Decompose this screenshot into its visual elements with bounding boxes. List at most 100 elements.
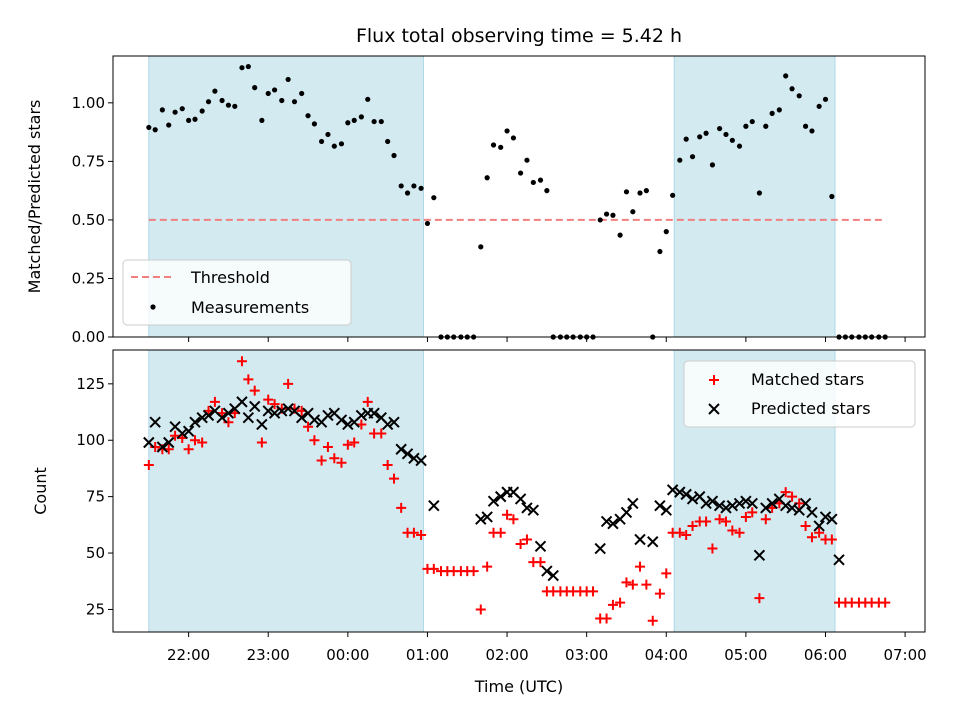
data-point — [197, 437, 208, 448]
data-point — [726, 499, 739, 512]
data-point — [736, 143, 743, 149]
data-point — [182, 425, 195, 437]
data-point — [661, 568, 672, 579]
data-point — [789, 86, 795, 92]
data-point — [338, 141, 345, 147]
data-point — [418, 185, 424, 191]
data-point — [677, 157, 683, 163]
data-point — [799, 497, 812, 510]
data-point — [502, 509, 513, 520]
data-point — [544, 188, 550, 194]
data-point — [634, 533, 646, 546]
data-point — [686, 493, 699, 505]
data-point — [521, 534, 532, 545]
data-point — [597, 217, 603, 223]
data-point — [209, 396, 220, 407]
data-point — [776, 107, 782, 113]
data-point — [322, 409, 334, 422]
data-point — [243, 374, 254, 385]
data-point — [263, 394, 274, 405]
plot-frame — [112, 55, 926, 338]
data-point — [202, 409, 215, 422]
data-point — [647, 536, 659, 548]
legend-matched-swatch — [709, 375, 719, 385]
data-point — [189, 435, 200, 446]
data-point — [780, 487, 791, 498]
data-point — [159, 107, 165, 113]
x-tick-label: 22:00 — [167, 646, 210, 664]
data-point — [388, 416, 400, 428]
x-axis-label: Time (UTC) — [474, 677, 563, 696]
data-point — [256, 418, 268, 431]
legend-measurements-label: Measurements — [191, 298, 309, 317]
data-point — [806, 532, 817, 543]
data-point — [635, 561, 646, 572]
data-point — [617, 232, 623, 238]
data-point — [398, 183, 404, 189]
data-point — [534, 540, 547, 552]
data-point — [156, 441, 169, 453]
data-point — [282, 402, 294, 415]
data-point — [654, 499, 666, 512]
data-point — [720, 516, 731, 527]
data-point — [216, 411, 228, 424]
legend-box — [683, 360, 916, 428]
data-point — [146, 124, 152, 131]
data-point — [800, 520, 811, 531]
y-tick-label: 25 — [86, 600, 105, 618]
data-point — [172, 109, 178, 115]
chart-title: Flux total observing time = 5.42 h — [356, 25, 682, 47]
data-point — [740, 495, 752, 507]
y-tick-label: 0.75 — [72, 152, 105, 170]
data-point — [152, 127, 158, 133]
data-point — [482, 561, 493, 572]
data-point — [717, 125, 723, 132]
data-point — [351, 117, 357, 123]
data-point — [600, 515, 613, 528]
data-point — [627, 497, 639, 510]
data-point — [806, 506, 818, 519]
x-tick-label: 03:00 — [565, 646, 608, 664]
data-point — [700, 497, 712, 510]
data-point — [610, 212, 616, 218]
data-point — [787, 491, 798, 502]
data-point — [279, 97, 285, 104]
data-point — [657, 248, 663, 255]
data-point — [272, 87, 278, 93]
data-point — [368, 407, 380, 419]
data-point — [727, 525, 738, 536]
data-point — [362, 396, 373, 407]
data-point — [783, 73, 789, 79]
data-point — [389, 473, 400, 484]
data-point — [484, 175, 490, 181]
data-point — [163, 436, 175, 449]
data-point — [521, 502, 533, 514]
data-point — [630, 209, 636, 215]
y-tick-label: 1.00 — [72, 94, 105, 112]
data-point — [743, 123, 749, 129]
data-point — [268, 407, 281, 419]
data-point — [796, 93, 802, 99]
data-point — [356, 419, 367, 430]
data-point — [262, 405, 274, 417]
data-point — [232, 103, 238, 109]
data-point — [196, 411, 208, 424]
data-point — [683, 136, 689, 142]
data-point — [331, 143, 337, 149]
data-point — [814, 527, 825, 538]
data-point — [607, 518, 619, 530]
legend-predicted-label: Predicted stars — [751, 399, 871, 418]
data-point — [654, 588, 665, 599]
x-tick-label: 07:00 — [883, 646, 926, 664]
data-point — [487, 495, 500, 507]
data-point — [723, 131, 729, 138]
data-point — [309, 435, 320, 446]
data-point — [170, 430, 181, 441]
data-point — [637, 190, 643, 196]
data-point — [527, 504, 540, 516]
legend-predicted-swatch — [708, 403, 720, 415]
data-point — [621, 577, 632, 588]
x-tick-label: 06:00 — [804, 646, 847, 664]
data-point — [415, 454, 427, 467]
data-point — [265, 90, 271, 97]
